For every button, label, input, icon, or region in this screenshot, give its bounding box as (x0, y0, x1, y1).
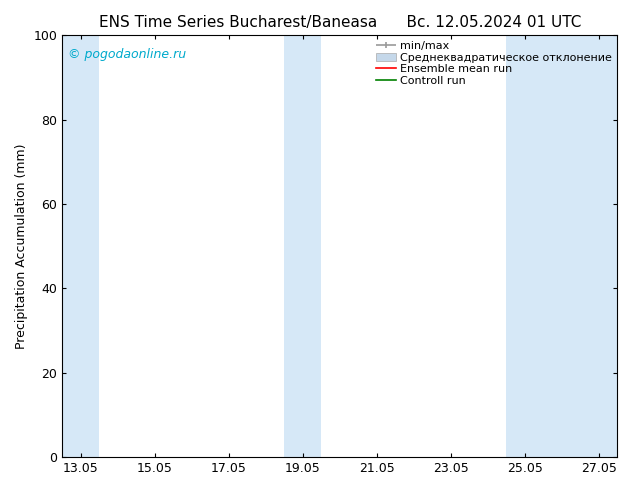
Bar (507, 35, 618, 457)
Text: © pogodaonline.ru: © pogodaonline.ru (68, 48, 186, 61)
Legend: min/max, Среднеквадратическое отклонение, Ensemble mean run, Controll run: min/max, Среднеквадратическое отклонение… (373, 39, 614, 88)
Bar (62, 35, 100, 457)
Bar (285, 35, 321, 457)
Y-axis label: Precipitation Accumulation (mm): Precipitation Accumulation (mm) (15, 144, 28, 349)
Title: ENS Time Series Bucharest/Baneasa      Вс. 12.05.2024 01 UTC: ENS Time Series Bucharest/Baneasa Вс. 12… (99, 15, 581, 30)
